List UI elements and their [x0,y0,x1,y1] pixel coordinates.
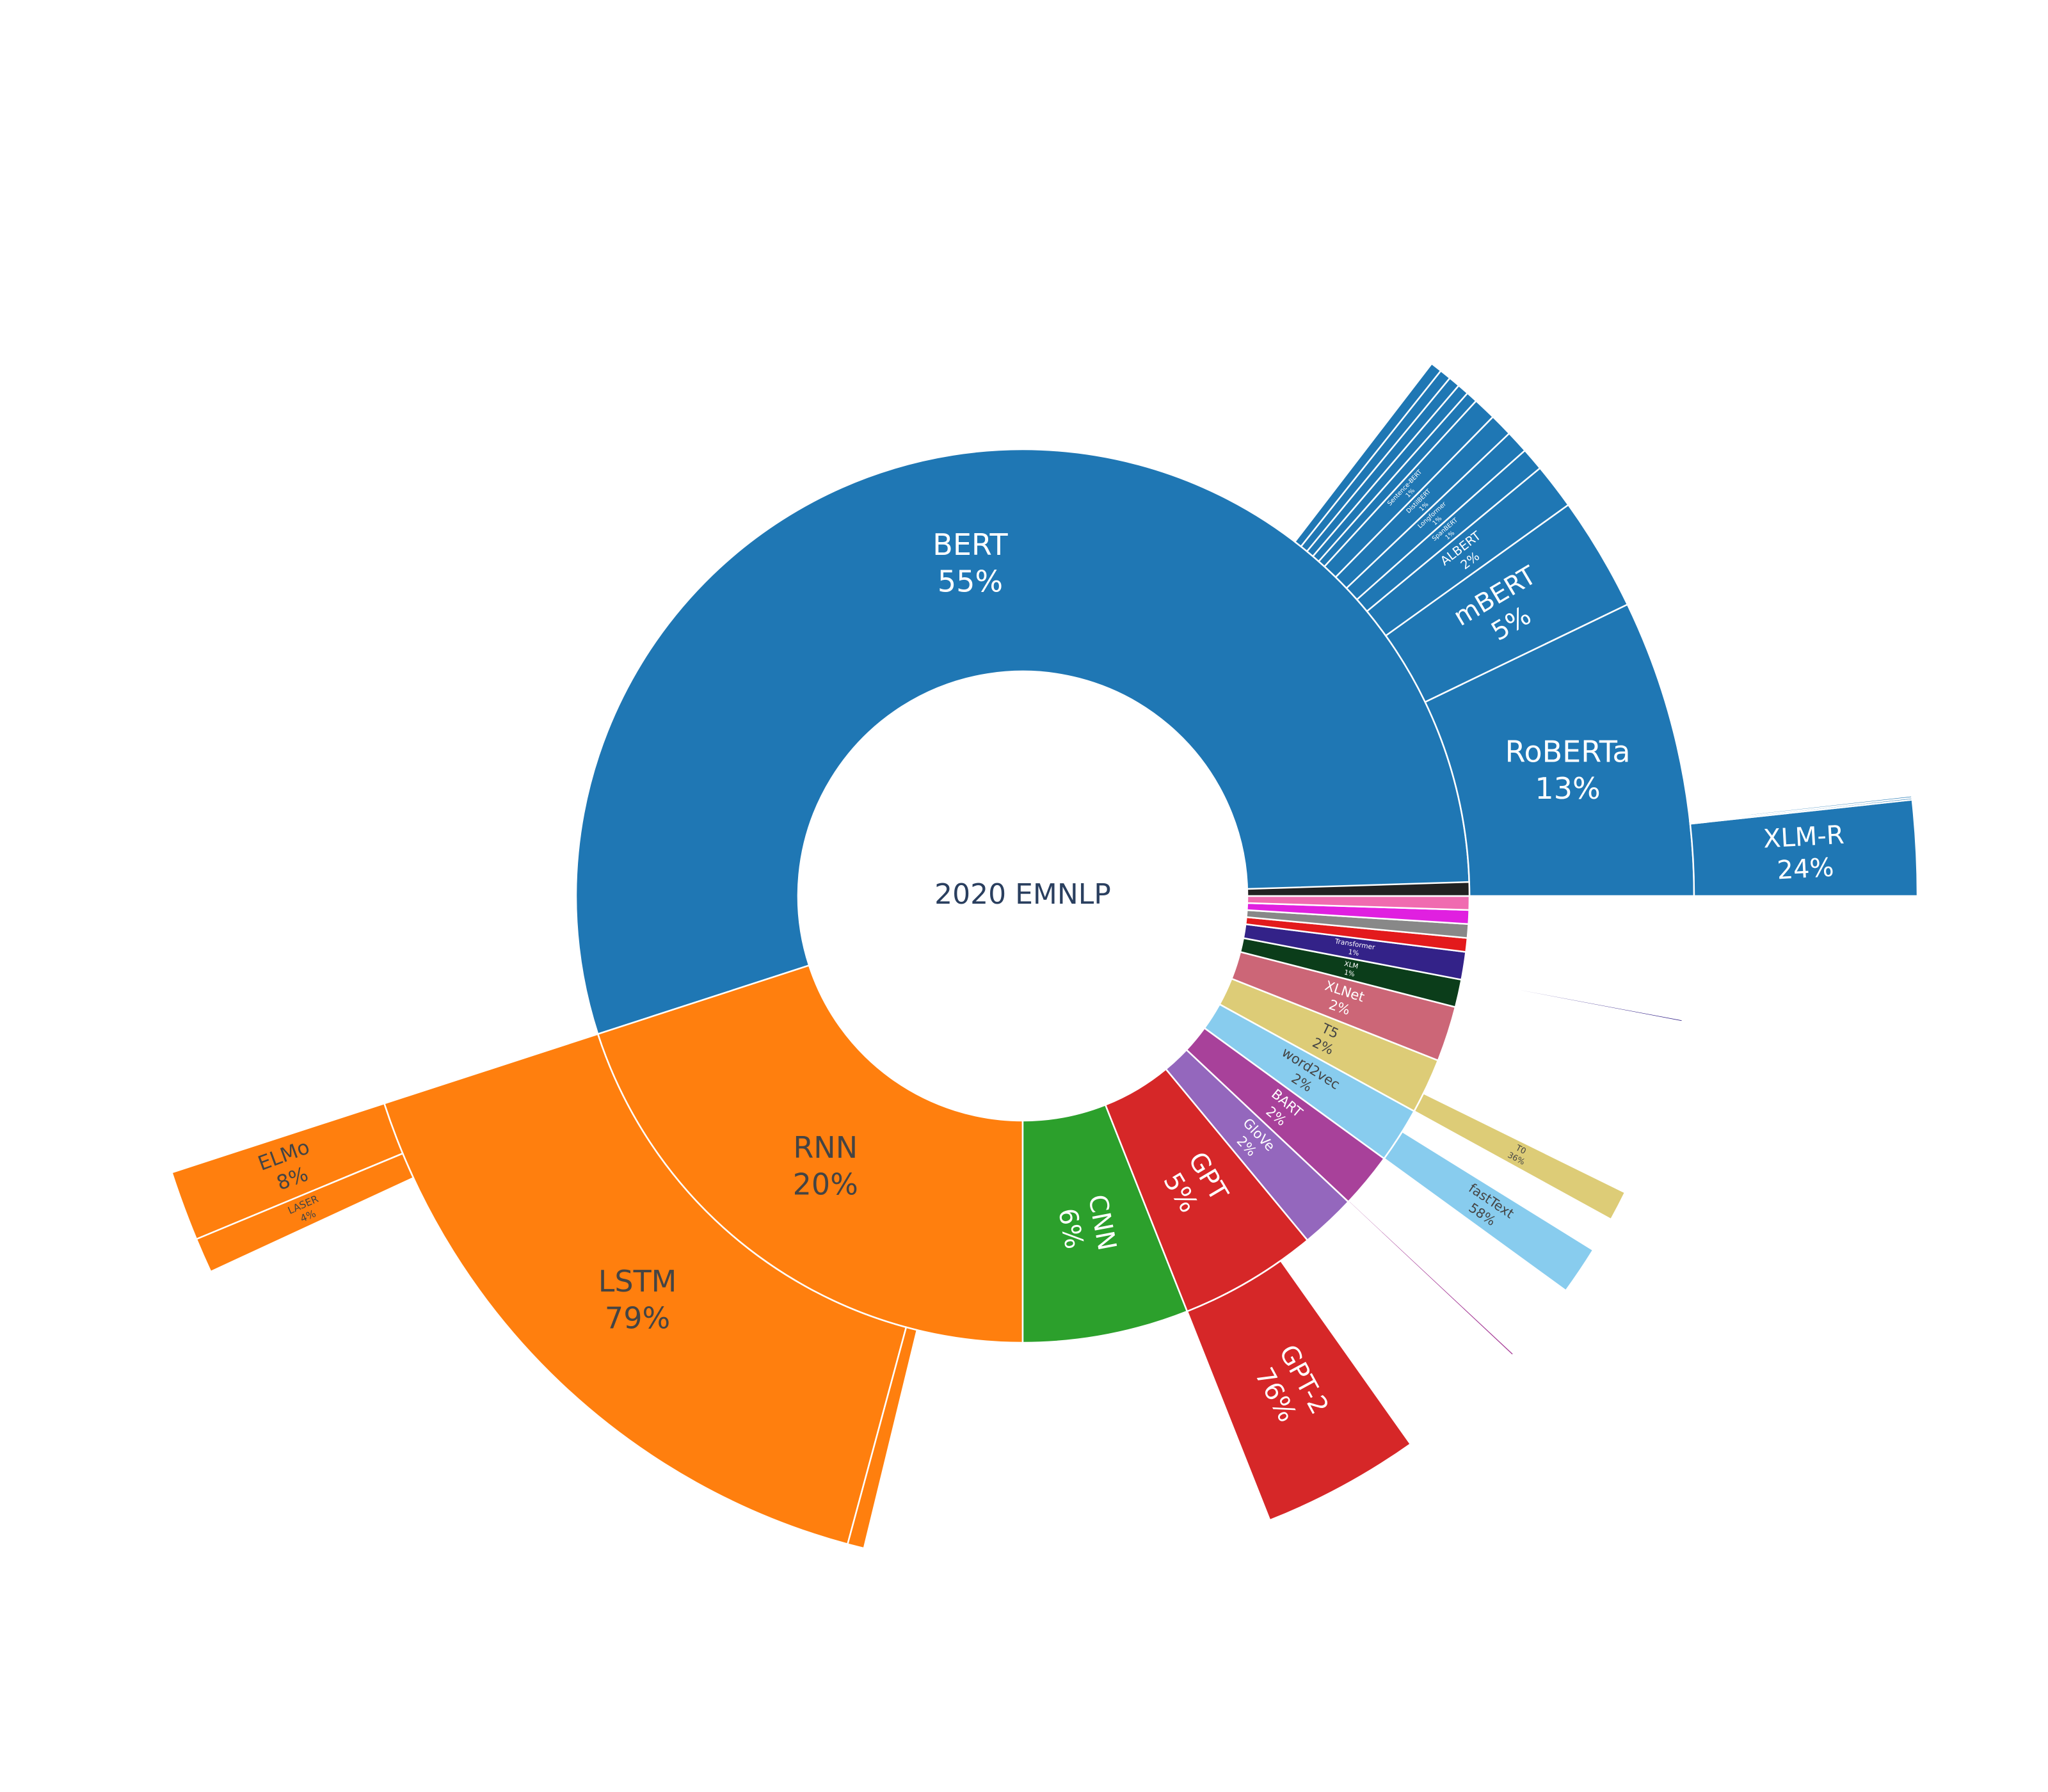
sector-name: XLM [1343,960,1359,971]
sunburst-sector [383,1033,908,1546]
sunburst-sector [195,1152,415,1273]
sector-value-label: 24% [1776,853,1834,886]
chart-title: 2020 EMNLP [934,878,1111,911]
sector-value-label: 1% [1343,968,1356,978]
sector-name: RNN [793,1130,858,1165]
sunburst-sector [1382,1130,1595,1292]
sector-label: XLM-R24% [1763,820,1845,886]
sector-name: XLM-R [1763,820,1845,854]
sector-name: LSTM [598,1264,677,1299]
sector-value-label: 20% [793,1167,858,1202]
sunburst-sector [846,1326,918,1549]
sector-value-label: 13% [1535,771,1600,806]
sector-name: BERT [932,527,1008,562]
sector-name: T0 [1514,1142,1528,1156]
sunburst-sector [1412,1092,1626,1221]
sector-value-label: 55% [938,564,1003,598]
sunburst-sector [1460,977,1684,1023]
sunburst-sector [1689,794,1913,824]
sector-value-label: 1% [1348,948,1359,957]
sunburst-sector [1186,1260,1412,1521]
sector-value-label: 79% [605,1300,670,1335]
sunburst-sector [1347,1199,1516,1357]
sector-name: RoBERTa [1505,734,1631,769]
sunburst-sector [1293,362,1443,548]
sunburst-sector [1246,881,1471,897]
sunburst-sector [575,448,1471,1036]
